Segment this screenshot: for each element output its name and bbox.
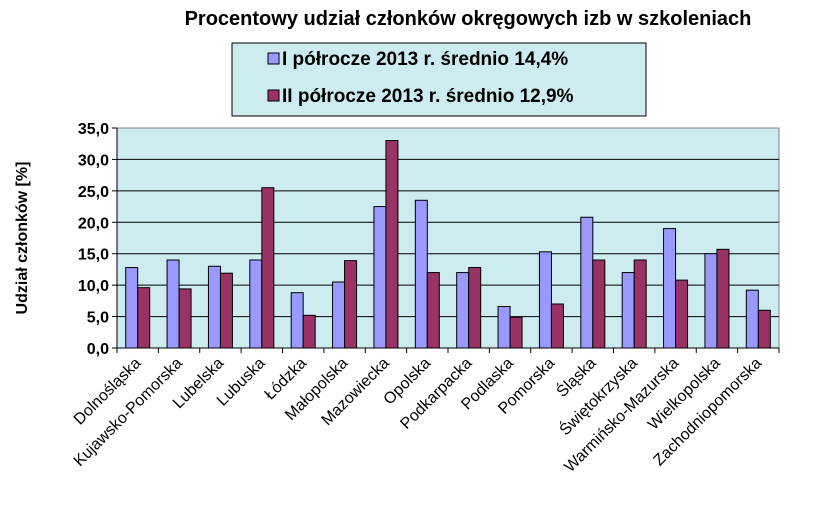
x-axis: DolnośląskaKujawsko-PomorskaLubelskaLubu… bbox=[71, 347, 780, 476]
bar-series-1 bbox=[621, 272, 635, 349]
bar-series-2 bbox=[592, 259, 606, 349]
bar-series-2 bbox=[509, 316, 523, 349]
y-tick-label: 20,0 bbox=[78, 215, 109, 232]
bar-series-1 bbox=[166, 259, 180, 349]
y-tick-label: 25,0 bbox=[78, 184, 109, 201]
bar-series-2 bbox=[550, 303, 564, 349]
y-tick-label: 15,0 bbox=[78, 247, 109, 264]
y-tick-label: 0,0 bbox=[87, 341, 109, 358]
bar-series-1 bbox=[414, 199, 428, 349]
legend: I półrocze 2013 r. średnio 14,4% II półr… bbox=[231, 42, 647, 117]
bar-series-1 bbox=[373, 206, 387, 349]
bar-series-2 bbox=[426, 272, 440, 349]
bar-series-2 bbox=[633, 259, 647, 349]
bar-series-2 bbox=[261, 187, 275, 349]
bars bbox=[125, 140, 771, 349]
legend-swatch-series-1 bbox=[267, 52, 280, 65]
bar-series-2 bbox=[385, 140, 399, 349]
bar-series-1 bbox=[456, 272, 470, 349]
y-tick-label: 5,0 bbox=[87, 310, 109, 327]
bar-series-2 bbox=[219, 272, 233, 349]
y-axis-label: Udział członków [%] bbox=[14, 162, 31, 315]
bar-series-1 bbox=[663, 228, 677, 349]
bar-series-1 bbox=[497, 306, 511, 349]
y-tick-label: 30,0 bbox=[78, 152, 109, 169]
bar-series-2 bbox=[178, 288, 192, 349]
bar-series-1 bbox=[538, 251, 552, 349]
bar-series-1 bbox=[290, 292, 304, 349]
bar-series-1 bbox=[580, 216, 594, 349]
bar-series-1 bbox=[332, 281, 346, 349]
y-tick-label: 35,0 bbox=[78, 121, 109, 138]
bar-series-2 bbox=[137, 287, 151, 349]
bar-series-1 bbox=[125, 267, 139, 349]
bar-series-2 bbox=[344, 260, 358, 349]
bar-series-2 bbox=[757, 309, 771, 349]
bar-series-2 bbox=[716, 248, 730, 349]
legend-label-series-1: I półrocze 2013 r. średnio 14,4% bbox=[282, 49, 568, 70]
bar-series-1 bbox=[704, 253, 718, 349]
bar-series-2 bbox=[302, 314, 316, 349]
bar-series-1 bbox=[249, 259, 263, 349]
y-tick-label: 10,0 bbox=[78, 278, 109, 295]
legend-label-series-2: II półrocze 2013 r. średnio 12,9% bbox=[282, 86, 574, 107]
x-category-label: Wielkopolska bbox=[645, 355, 724, 434]
bar-series-2 bbox=[675, 279, 689, 349]
bar-series-1 bbox=[207, 265, 221, 349]
legend-box bbox=[231, 42, 647, 117]
chart-title: Procentowy udział członków okręgowych iz… bbox=[185, 8, 752, 30]
y-axis: 0,0 5,0 10,0 15,0 20,0 25,0 30,0 35,0 bbox=[78, 121, 118, 358]
legend-swatch-series-2 bbox=[267, 89, 280, 102]
bar-series-2 bbox=[468, 267, 482, 349]
bar-series-1 bbox=[745, 289, 759, 349]
